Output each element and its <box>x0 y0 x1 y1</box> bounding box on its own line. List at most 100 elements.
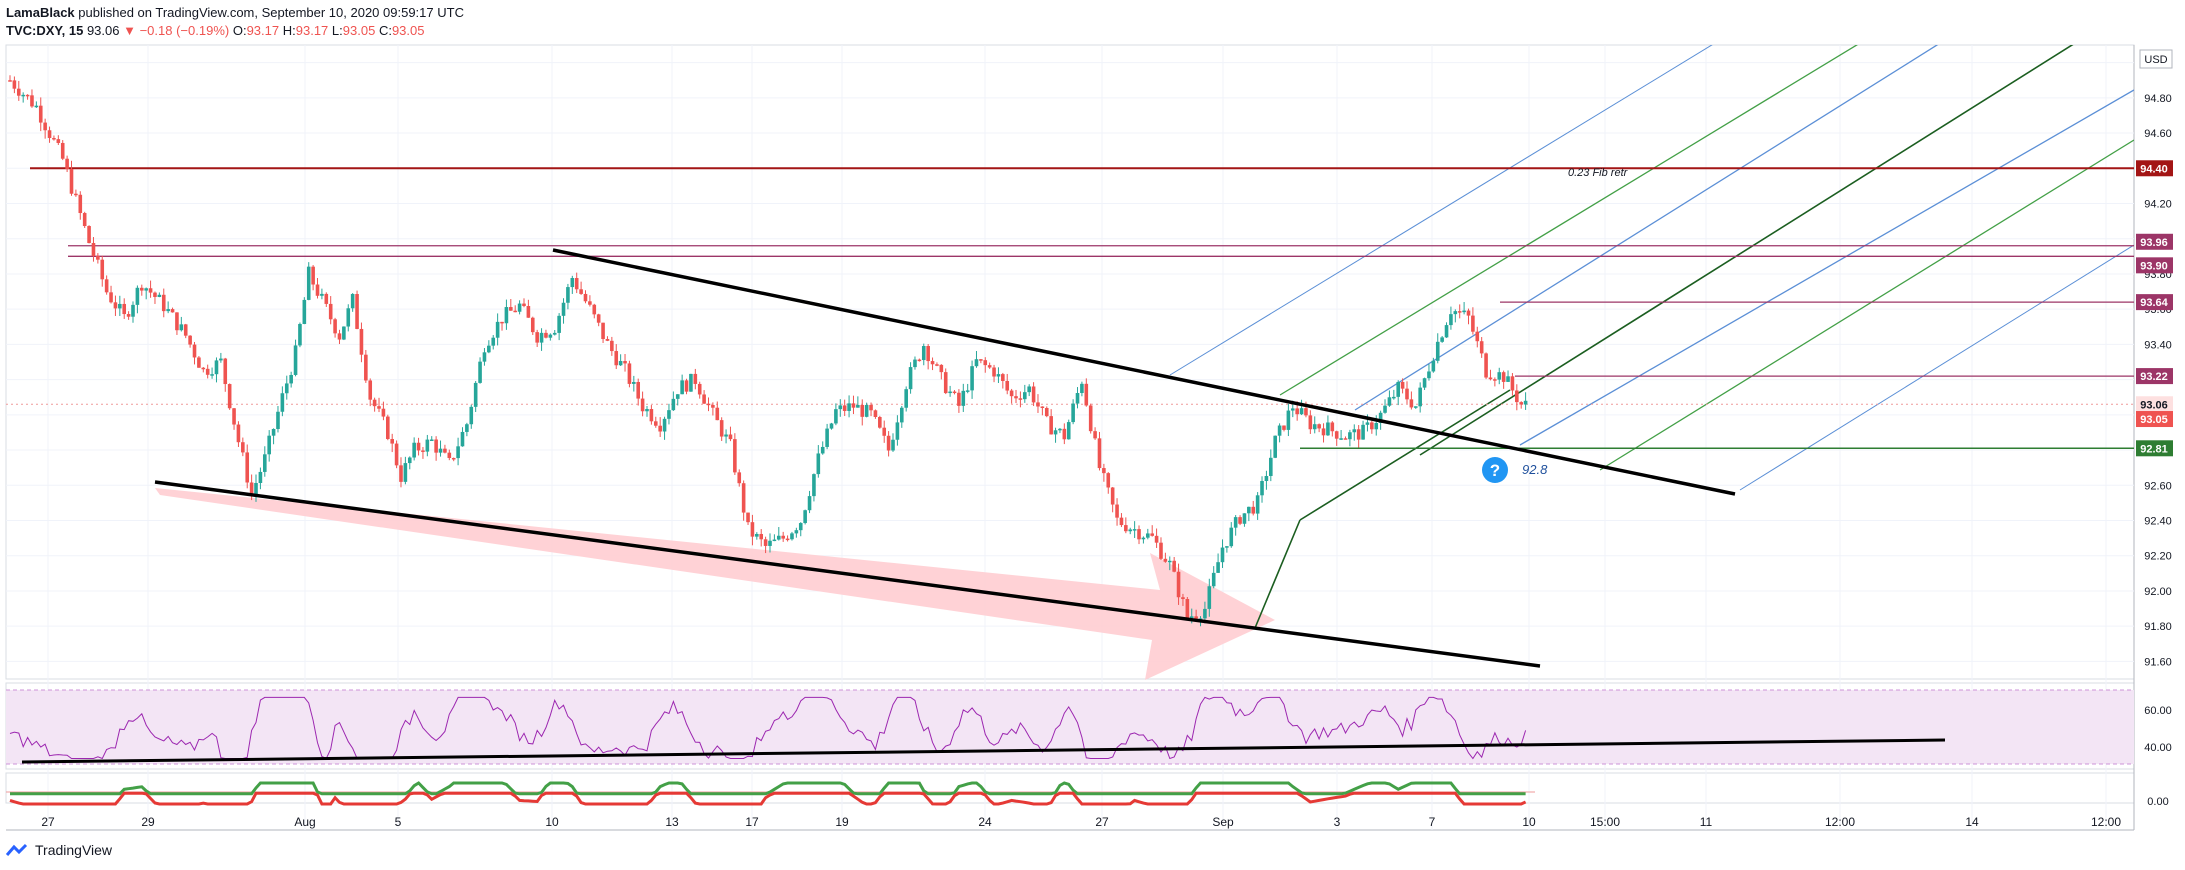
candle-body[interactable] <box>1523 400 1528 405</box>
candle-body[interactable] <box>1075 393 1080 404</box>
candle-body[interactable] <box>1137 529 1141 540</box>
candle-body[interactable] <box>333 319 337 334</box>
candle-body[interactable] <box>87 226 91 244</box>
candle-body[interactable] <box>337 333 342 340</box>
candle-body[interactable] <box>838 405 843 410</box>
candle-body[interactable] <box>1211 572 1216 587</box>
candle-body[interactable] <box>1290 408 1295 411</box>
candle-body[interactable] <box>636 381 641 399</box>
candle-body[interactable] <box>904 389 908 408</box>
candle-body[interactable] <box>1405 388 1409 400</box>
candle-body[interactable] <box>965 390 970 392</box>
candle-body[interactable] <box>1400 381 1405 389</box>
candle-body[interactable] <box>109 292 113 303</box>
candle-body[interactable] <box>254 483 258 495</box>
candle-body[interactable] <box>1392 396 1396 399</box>
candle-body[interactable] <box>289 374 293 384</box>
candle-body[interactable] <box>733 439 737 473</box>
candle-body[interactable] <box>1387 397 1392 406</box>
candle-body[interactable] <box>798 523 803 531</box>
candle-body[interactable] <box>1062 428 1067 440</box>
osc-green-line[interactable] <box>10 781 1526 796</box>
candle-body[interactable] <box>179 324 184 331</box>
candle-body[interactable] <box>1510 376 1515 391</box>
candle-body[interactable] <box>166 309 170 312</box>
candle-body[interactable] <box>1334 431 1339 439</box>
candle-body[interactable] <box>618 361 623 366</box>
candle-body[interactable] <box>684 380 689 392</box>
candle-body[interactable] <box>693 373 698 384</box>
candle-body[interactable] <box>1308 415 1313 430</box>
candle-body[interactable] <box>1396 381 1401 397</box>
candle-body[interactable] <box>768 540 772 546</box>
candle-body[interactable] <box>504 307 509 324</box>
candle-body[interactable] <box>1413 406 1418 408</box>
candle-body[interactable] <box>188 335 192 345</box>
symbol-label[interactable]: TVC:DXY, 15 <box>6 23 84 38</box>
candle-body[interactable] <box>1295 408 1299 415</box>
candle-body[interactable] <box>394 443 399 466</box>
candle-body[interactable] <box>1014 396 1018 399</box>
candle-body[interactable] <box>236 424 241 443</box>
candle-body[interactable] <box>1269 457 1273 476</box>
candle-body[interactable] <box>1066 422 1071 440</box>
candle-body[interactable] <box>1365 422 1370 425</box>
candle-body[interactable] <box>43 122 47 131</box>
candle-body[interactable] <box>1299 408 1304 415</box>
candle-body[interactable] <box>8 80 12 82</box>
candle-body[interactable] <box>1159 542 1163 559</box>
candle-body[interactable] <box>324 293 329 304</box>
fork-handle-2[interactable] <box>1299 389 1511 521</box>
candle-body[interactable] <box>38 105 43 123</box>
candle-body[interactable] <box>812 474 816 497</box>
candle-body[interactable] <box>1466 310 1471 316</box>
fork-line-5[interactable] <box>1519 89 2134 446</box>
candle-body[interactable] <box>1422 378 1427 388</box>
fork-line-7[interactable] <box>1739 244 2134 491</box>
candle-body[interactable] <box>1225 546 1229 548</box>
candle-body[interactable] <box>197 357 201 368</box>
candle-body[interactable] <box>245 452 250 483</box>
candle-body[interactable] <box>210 374 214 376</box>
candle-body[interactable] <box>1361 424 1365 440</box>
fork-line-6[interactable] <box>1599 139 2134 471</box>
candle-body[interactable] <box>1027 386 1031 393</box>
price-levels[interactable] <box>6 167 2134 450</box>
candle-body[interactable] <box>1185 599 1190 619</box>
candle-body[interactable] <box>1378 412 1383 423</box>
candle-body[interactable] <box>1418 387 1422 407</box>
candle-body[interactable] <box>939 364 944 373</box>
candle-body[interactable] <box>697 383 702 395</box>
candle-body[interactable] <box>311 266 315 285</box>
candle-body[interactable] <box>1110 487 1115 505</box>
candle-body[interactable] <box>1506 376 1510 382</box>
candle-body[interactable] <box>1124 525 1128 532</box>
candle-body[interactable] <box>368 380 373 400</box>
candle-body[interactable] <box>1457 311 1462 313</box>
candle-body[interactable] <box>135 287 140 305</box>
candle-body[interactable] <box>364 354 368 381</box>
candle-body[interactable] <box>926 346 930 362</box>
candle-body[interactable] <box>592 304 597 315</box>
candle-body[interactable] <box>834 409 838 424</box>
candle-body[interactable] <box>241 442 245 453</box>
candle-body[interactable] <box>1264 475 1269 482</box>
candle-body[interactable] <box>935 364 939 366</box>
candle-body[interactable] <box>588 301 592 305</box>
candle-body[interactable] <box>899 407 904 423</box>
candle-body[interactable] <box>851 403 856 408</box>
candle-body[interactable] <box>157 294 162 297</box>
candle-body[interactable] <box>1277 425 1282 436</box>
candle-body[interactable] <box>447 452 452 458</box>
rsi-trendline[interactable] <box>21 738 1946 764</box>
candle-body[interactable] <box>517 303 522 312</box>
candle-body[interactable] <box>456 446 460 459</box>
candle-body[interactable] <box>908 367 913 390</box>
candle-body[interactable] <box>438 448 443 453</box>
candle-body[interactable] <box>1022 392 1027 400</box>
candle-body[interactable] <box>390 439 394 444</box>
candle-body[interactable] <box>443 448 447 453</box>
candle-body[interactable] <box>96 255 100 260</box>
candle-body[interactable] <box>746 512 750 523</box>
